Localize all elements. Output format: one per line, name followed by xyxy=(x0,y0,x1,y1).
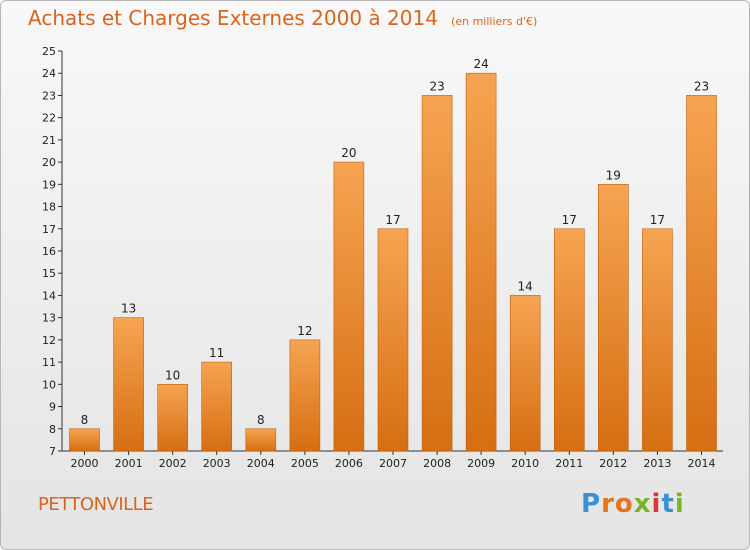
bar xyxy=(377,228,409,452)
y-tick-label: 13 xyxy=(42,312,56,325)
x-tick-label: 2007 xyxy=(379,457,407,470)
data-label: 17 xyxy=(562,213,577,227)
y-tick-label: 16 xyxy=(42,245,56,258)
y-tick-label: 14 xyxy=(42,289,56,302)
x-tick-label: 2003 xyxy=(203,457,231,470)
data-label: 19 xyxy=(606,168,621,182)
city-name: PETTONVILLE xyxy=(38,494,154,515)
bar xyxy=(157,383,188,452)
x-tick-label: 2001 xyxy=(115,457,143,470)
bar xyxy=(686,95,717,452)
data-label: 10 xyxy=(165,368,180,382)
y-tick-label: 20 xyxy=(42,156,56,169)
x-tick-label: 2009 xyxy=(467,457,495,470)
y-tick-label: 18 xyxy=(42,201,56,214)
bar xyxy=(509,295,541,452)
y-tick-label: 19 xyxy=(42,178,56,191)
data-label: 17 xyxy=(385,213,400,227)
y-tick-label: 22 xyxy=(42,112,56,125)
bar xyxy=(597,184,629,452)
x-tick-label: 2002 xyxy=(159,457,187,470)
x-tick-label: 2008 xyxy=(423,457,451,470)
data-label: 8 xyxy=(257,413,265,427)
x-tick-label: 2010 xyxy=(511,457,539,470)
y-tick-label: 23 xyxy=(42,89,56,102)
x-tick-label: 2005 xyxy=(291,457,319,470)
chart-subtitle: (en milliers d'€) xyxy=(451,15,538,28)
y-tick-label: 24 xyxy=(42,67,56,80)
x-tick-label: 2000 xyxy=(71,457,99,470)
x-tick-label: 2011 xyxy=(555,457,583,470)
x-tick-label: 2013 xyxy=(643,457,671,470)
bar xyxy=(289,339,321,452)
x-tick-label: 2012 xyxy=(599,457,627,470)
data-label: 24 xyxy=(473,57,488,71)
y-tick-label: 9 xyxy=(49,401,56,414)
y-tick-label: 15 xyxy=(42,267,56,280)
axes: 7 8 9 10 11 12 13 14 15 16 17 18 19 20 21 22 23 24 25 2000 2… xyxy=(42,45,723,470)
chart-title: Achats et Charges Externes 2000 à 2014 xyxy=(28,6,438,30)
data-label: 23 xyxy=(694,79,709,93)
y-tick-label: 12 xyxy=(42,334,56,347)
bar xyxy=(333,161,365,452)
y-tick-label: 25 xyxy=(42,45,56,58)
bar xyxy=(553,228,585,452)
data-label: 20 xyxy=(341,146,356,160)
bar xyxy=(245,428,277,452)
bar xyxy=(642,228,673,452)
data-label: 17 xyxy=(650,213,665,227)
bar xyxy=(69,428,100,452)
data-label: 12 xyxy=(297,324,312,338)
y-tick-label: 10 xyxy=(42,378,56,391)
bar xyxy=(465,72,497,452)
data-label: 23 xyxy=(429,79,444,93)
x-tick-label: 2006 xyxy=(335,457,363,470)
data-label: 14 xyxy=(518,279,533,293)
title-bar: Achats et Charges Externes 2000 à 2014 (… xyxy=(28,6,537,30)
x-tick-label: 2004 xyxy=(247,457,275,470)
y-tick-label: 8 xyxy=(49,423,56,436)
proxiti-logo[interactable]: Proxiti xyxy=(581,489,685,519)
y-tick-label: 11 xyxy=(42,356,56,369)
x-tick-label: 2014 xyxy=(688,457,716,470)
y-tick-label: 7 xyxy=(49,445,56,458)
data-label: 13 xyxy=(121,302,136,316)
bar xyxy=(201,361,232,452)
bar xyxy=(421,95,453,452)
bars-group: 8 13 10 11 8 12 20 17 23 24 14 17 19 17 23 xyxy=(69,57,717,452)
data-label: 8 xyxy=(81,413,89,427)
data-label: 11 xyxy=(209,346,224,360)
bar xyxy=(113,317,144,452)
y-tick-label: 17 xyxy=(42,223,56,236)
y-tick-label: 21 xyxy=(42,134,56,147)
